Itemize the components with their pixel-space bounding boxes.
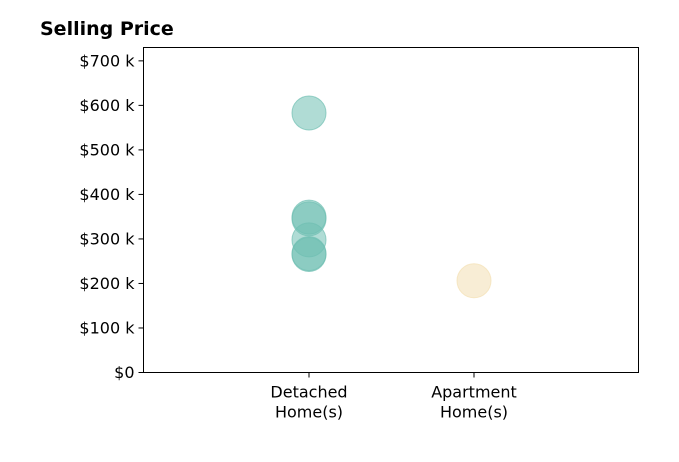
data-point xyxy=(291,95,327,131)
y-tick-label: $200 k xyxy=(79,274,135,293)
x-tick-label: Detached Home(s) xyxy=(270,383,347,422)
y-tick-label: $0 xyxy=(114,363,134,382)
data-point xyxy=(456,263,492,299)
y-tick-label: $600 k xyxy=(79,96,135,115)
x-axis: Detached Home(s) Apartment Home(s) xyxy=(270,372,517,422)
x-tick-label: Apartment Home(s) xyxy=(431,383,517,422)
y-axis: $0 $100 k $200 k $300 k $400 k $500 k $600 k $7… xyxy=(79,51,144,382)
y-tick-label: $100 k xyxy=(79,318,135,337)
y-tick-label: $300 k xyxy=(79,229,135,248)
y-tick-label: $700 k xyxy=(79,51,135,70)
y-tick-label: $400 k xyxy=(79,185,135,204)
data-points-layer xyxy=(291,95,492,299)
y-tick-label: $500 k xyxy=(79,140,135,159)
data-point xyxy=(291,237,327,273)
chart-title: Selling Price xyxy=(40,18,174,40)
plot-area-frame xyxy=(143,47,639,373)
